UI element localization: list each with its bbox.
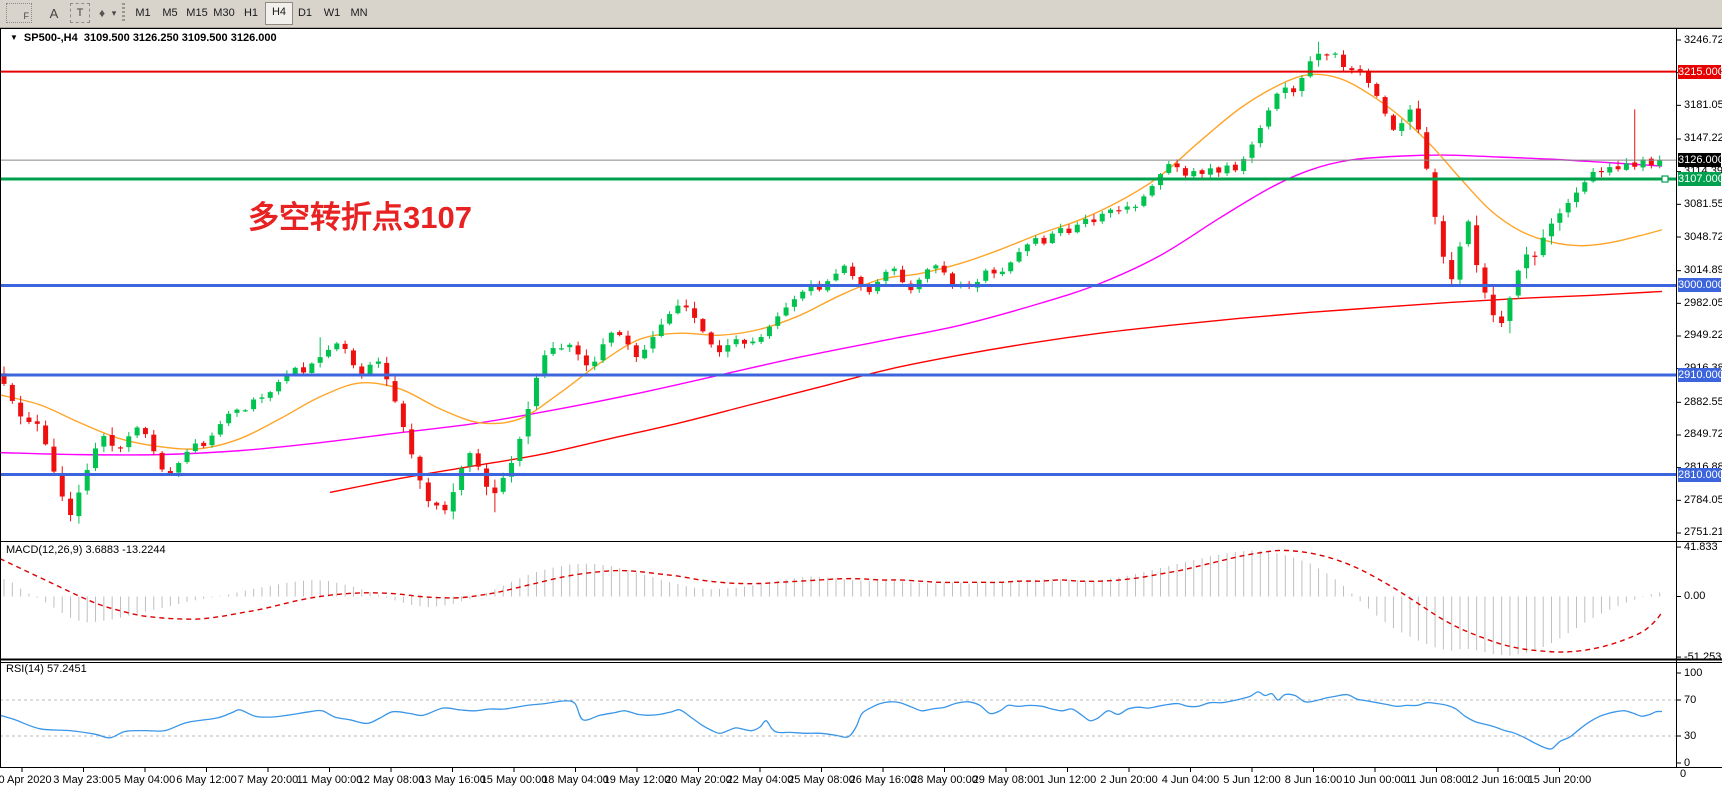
- ohlc-low: 3109.500: [181, 32, 228, 44]
- ma-slow-red-line: [329, 290, 1663, 494]
- timeframe-button-D1[interactable]: D1: [297, 7, 313, 19]
- ma-fast-orange-line: [0, 73, 1663, 450]
- frame-f-icon[interactable]: F: [6, 3, 32, 23]
- time-tick-label: 5 Jun 12:00: [1223, 774, 1281, 786]
- ohlc-open: 3109.500: [83, 32, 130, 44]
- price-tick-label: 3181.055: [1684, 98, 1722, 111]
- time-tick-label: 15 Jun 20:00: [1527, 774, 1592, 786]
- hline-handle[interactable]: [1661, 175, 1669, 183]
- price-tick-label: 2784.050: [1684, 493, 1722, 506]
- rsi-layer: [0, 691, 1676, 750]
- macd-tick-label: 0.00: [1684, 590, 1706, 602]
- time-tick-label: 26 May 16:00: [849, 774, 917, 786]
- macd-indicator-label: MACD(12,26,9) 3.6883 -13.2244: [6, 544, 166, 556]
- main-chart-layer: [0, 41, 1676, 524]
- macd-layer: [0, 549, 1663, 656]
- price-line-flag-2910.000: 2910.000: [1678, 368, 1722, 383]
- time-tick-label: 7 May 20:00: [237, 774, 299, 786]
- chart-dropdown-icon[interactable]: ▼: [10, 33, 18, 42]
- chart-symbol-period: SP500-,H4: [23, 32, 78, 44]
- time-tick-label: 28 May 00:00: [911, 774, 978, 786]
- price-line-flag-3000.000: 3000.000: [1678, 278, 1722, 293]
- timeframe-button-MN[interactable]: MN: [350, 7, 368, 19]
- rsi-indicator-label: RSI(14) 57.2451: [6, 663, 87, 675]
- timeframe-button-W1[interactable]: W1: [323, 7, 341, 19]
- price-tick-label: 3048.720: [1684, 230, 1722, 243]
- time-axis-origin-label: 0: [1680, 768, 1687, 780]
- time-tick-label: 11 Jun 08:00: [1405, 774, 1468, 786]
- time-tick-label: 2 Jun 20:00: [1100, 774, 1158, 786]
- price-line-flag-2810.000: 2810.000: [1678, 467, 1722, 482]
- toolbar: F A T ♦ ▾ M1 M5 M15 M30 H1 H4 D1 W1 MN: [0, 0, 1722, 28]
- timeframe-button-H4[interactable]: H4: [265, 2, 293, 25]
- price-tick-label: 3246.725: [1684, 33, 1722, 46]
- time-tick-label: 10 Jun 00:00: [1343, 774, 1407, 786]
- price-line-flag-3107.000: 3107.000: [1678, 172, 1722, 187]
- macd-values: 3.6883 -13.2244: [85, 544, 166, 556]
- time-tick-label: 8 Jun 16:00: [1284, 774, 1343, 786]
- time-tick-label: 30 Apr 2020: [0, 774, 52, 786]
- chinese-annotation-text: 多空转折点3107: [248, 200, 472, 235]
- time-tick-label: 1 Jun 12:00: [1038, 774, 1097, 786]
- time-tick-label: 19 May 12:00: [603, 774, 671, 786]
- time-tick-label: 5 May 04:00: [114, 774, 176, 786]
- time-tick-label: 25 May 08:00: [788, 774, 855, 786]
- time-tick-label: 18 May 04:00: [542, 774, 609, 786]
- macd-signal-line: [0, 549, 1663, 653]
- dropdown-caret-icon[interactable]: ▾: [111, 7, 117, 18]
- time-tick-label: 15 May 00:00: [480, 774, 548, 786]
- time-tick-label: 3 May 23:00: [53, 774, 114, 786]
- price-tick-label: 2751.215: [1684, 526, 1722, 539]
- time-tick-label: 29 May 08:00: [972, 774, 1040, 786]
- price-tick-label: 3147.225: [1684, 132, 1722, 145]
- time-tick-label: 12 May 08:00: [357, 774, 425, 786]
- time-tick-label: 20 May 20:00: [665, 774, 732, 786]
- timeframe-button-M15[interactable]: M15: [186, 7, 208, 19]
- text-box-icon[interactable]: T: [70, 3, 90, 23]
- macd-tick-label: 41.833: [1684, 540, 1718, 553]
- time-tick-label: 4 Jun 04:00: [1161, 774, 1220, 786]
- rsi-value: 57.2451: [46, 663, 87, 675]
- price-tick-label: 3014.890: [1684, 264, 1722, 277]
- ohlc-close: 3126.000: [230, 32, 277, 44]
- rsi-line: [0, 691, 1663, 750]
- price-tick-label: 2949.220: [1684, 329, 1722, 342]
- price-tick-label: 2849.720: [1684, 428, 1722, 441]
- rsi-tick-label: 100: [1684, 666, 1703, 679]
- price-tick-label: 2982.055: [1684, 296, 1722, 309]
- rsi-tick-label: 0: [1684, 756, 1691, 769]
- ma-mid-magenta-line: [0, 154, 1663, 456]
- price-line-flag-3126.000: 3126.000: [1678, 153, 1722, 168]
- price-line-flag-3215.000: 3215.000: [1678, 64, 1722, 79]
- arrow-objects-icon[interactable]: ♦: [98, 6, 106, 20]
- timeframe-button-M30[interactable]: M30: [213, 7, 235, 19]
- toolbar-separator: [122, 3, 125, 23]
- time-tick-label: 13 May 16:00: [419, 774, 486, 786]
- time-tick-label: 22 May 04:00: [726, 774, 794, 786]
- time-tick-label: 6 May 12:00: [176, 774, 237, 786]
- text-label-icon[interactable]: A: [49, 5, 59, 21]
- timeframe-button-M1[interactable]: M1: [135, 7, 151, 19]
- rsi-tick-label: 70: [1684, 693, 1697, 706]
- ohlc-high: 3126.250: [132, 32, 179, 44]
- time-tick-label: 12 Jun 16:00: [1466, 774, 1530, 786]
- chart-title: ▼ SP500-,H4 3109.500 3126.250 3109.500 31…: [10, 32, 277, 44]
- price-tick-label: 2882.555: [1684, 395, 1722, 408]
- macd-tick-label: -51.2535: [1684, 650, 1722, 663]
- time-tick-label: 11 May 00:00: [296, 774, 363, 786]
- price-tick-label: 3081.555: [1684, 197, 1722, 210]
- timeframe-button-H1[interactable]: H1: [243, 7, 259, 19]
- rsi-tick-label: 30: [1684, 729, 1697, 742]
- timeframe-button-M5[interactable]: M5: [162, 7, 178, 19]
